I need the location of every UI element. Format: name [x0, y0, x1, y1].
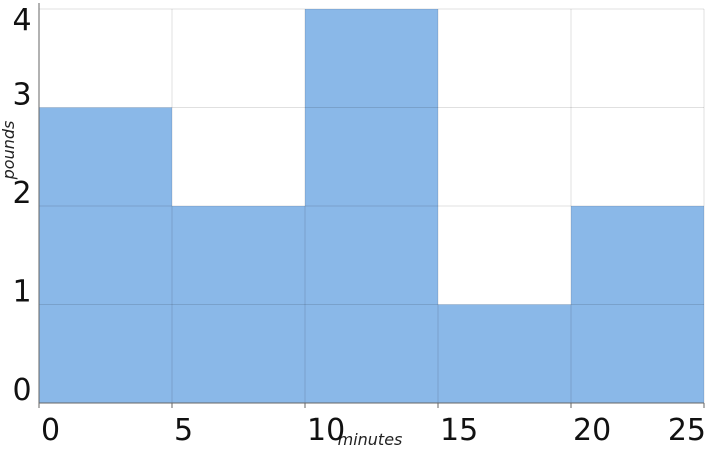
bar	[571, 206, 704, 403]
y-tick-label: 1	[12, 275, 31, 310]
x-tick-label: 10	[307, 413, 345, 448]
x-tick-label: 20	[573, 413, 611, 448]
bar	[438, 304, 571, 403]
y-tick-label: 4	[12, 3, 31, 38]
x-tick-label: 0	[41, 413, 60, 448]
y-tick-label: 0	[12, 373, 31, 408]
y-tick-label: 3	[12, 78, 31, 113]
x-tick-label: 5	[174, 413, 193, 448]
x-tick-label: 25	[668, 413, 706, 448]
y-tick-label: 2	[12, 176, 31, 211]
y-axis-label: pounds	[0, 121, 18, 181]
x-tick-label: 15	[440, 413, 478, 448]
bar	[305, 9, 438, 403]
x-axis-label: minutes	[338, 430, 403, 449]
bar	[172, 206, 305, 403]
bar	[39, 107, 172, 403]
